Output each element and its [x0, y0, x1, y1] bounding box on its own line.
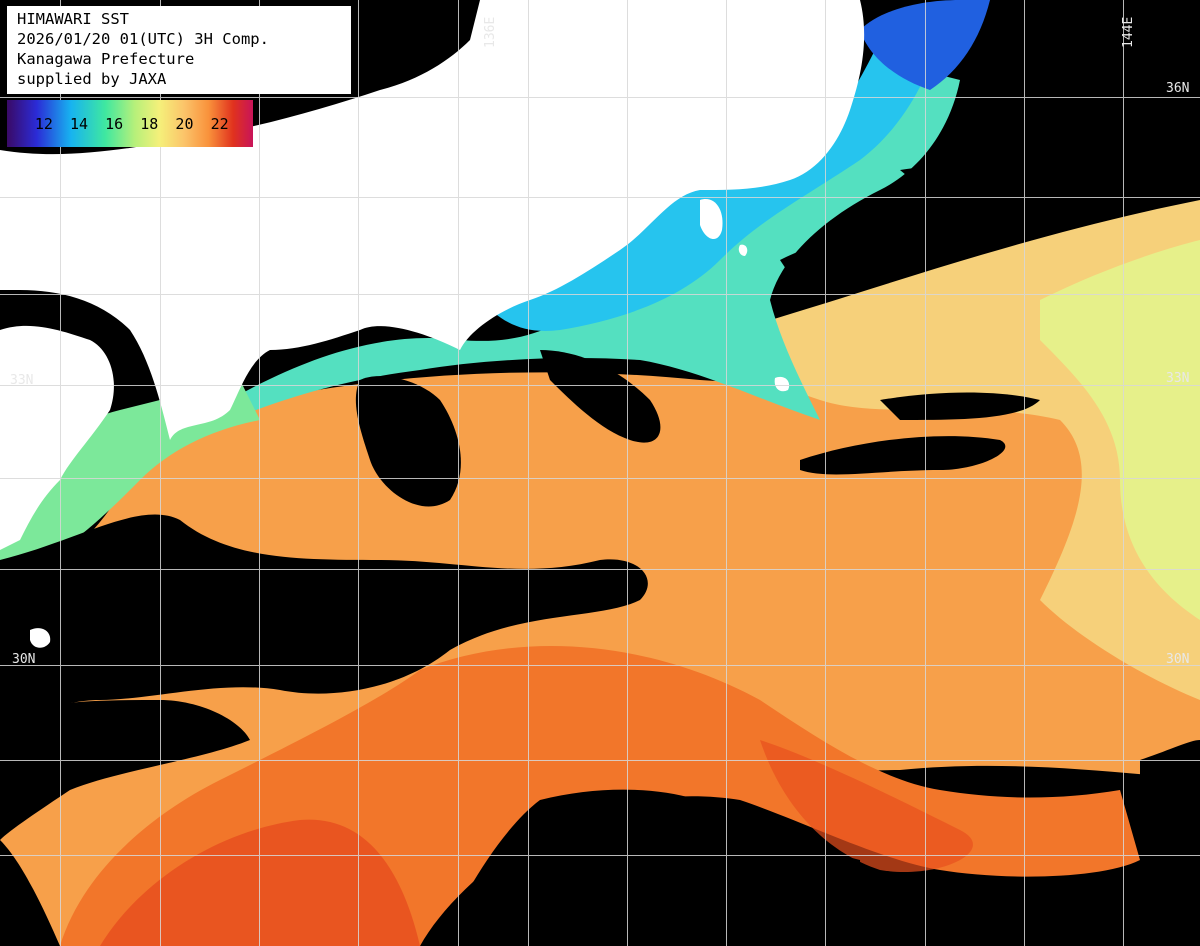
lat-label-33n-right: 33N: [1166, 371, 1190, 386]
legend-tick-20: 20: [175, 114, 194, 133]
legend-tick-12: 12: [34, 114, 53, 133]
sst-very-hot-region-east: [760, 740, 973, 872]
land-mass: [0, 0, 865, 648]
lat-label-30n-right: 30N: [1166, 652, 1190, 667]
lat-label-33n-left: 33N: [10, 373, 34, 388]
sst-coastal-cool-band: [230, 60, 960, 420]
sst-pale-northeast: [1040, 240, 1200, 620]
lon-label-136e: 136E: [483, 16, 498, 48]
cloud-masks: [0, 165, 1200, 946]
lat-label-36n-right: 36N: [1166, 81, 1190, 96]
lon-label-144e: 144E: [1121, 16, 1136, 48]
title-line-credit: supplied by JAXA: [17, 70, 167, 88]
legend-tick-22: 22: [210, 114, 229, 133]
legend-tick-14: 14: [70, 114, 89, 133]
sst-legend: 12 14 16 18 20 22: [7, 100, 253, 147]
legend-tick-18: 18: [140, 114, 159, 133]
legend-colorbar: [7, 100, 253, 147]
title-line-satellite: HIMAWARI SST: [17, 10, 129, 28]
title-line-agency: Kanagawa Prefecture: [17, 50, 195, 68]
lat-label-30n-left: 30N: [12, 652, 36, 667]
title-line-datetime: 2026/01/20 01(UTC) 3H Comp.: [17, 30, 269, 48]
legend-tick-16: 16: [105, 114, 124, 133]
map-title-box: HIMAWARI SST 2026/01/20 01(UTC) 3H Comp.…: [7, 6, 351, 94]
